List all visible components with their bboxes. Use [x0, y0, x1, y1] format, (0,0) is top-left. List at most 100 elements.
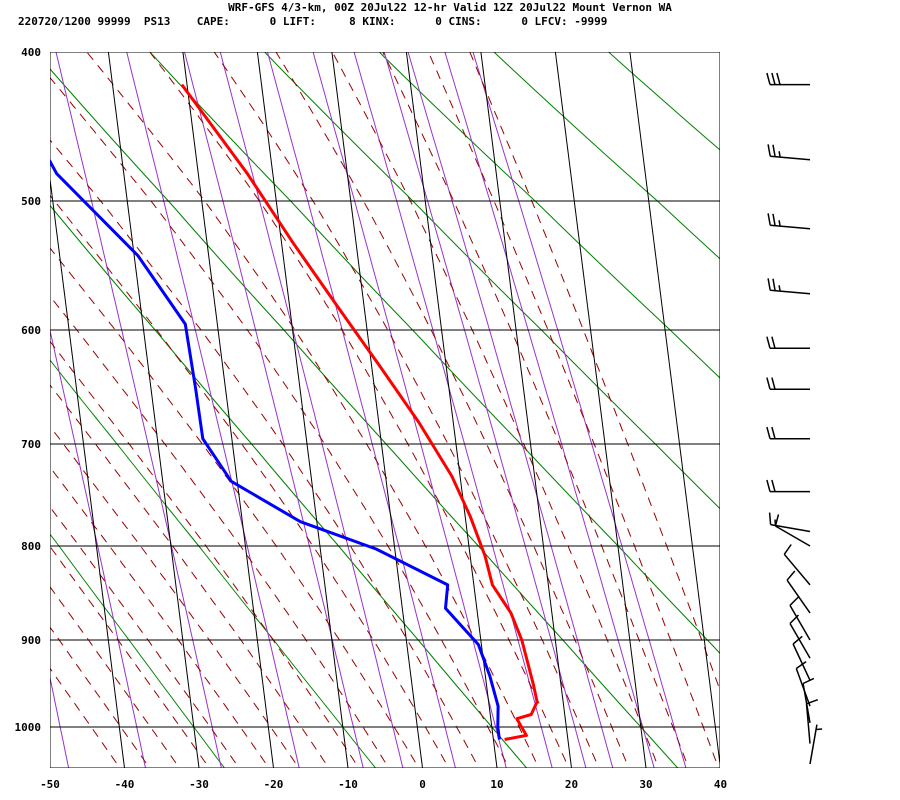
moist-adiabat — [50, 384, 330, 768]
barb-staff — [789, 605, 811, 641]
background-lines — [50, 42, 900, 778]
barb-feather — [786, 570, 796, 581]
x-tick-label: -20 — [264, 778, 284, 791]
temperature-line — [180, 83, 539, 741]
barb-feather — [767, 278, 771, 291]
isotherm — [331, 52, 423, 768]
isotherm — [405, 52, 498, 768]
dry-adiabat — [50, 68, 679, 768]
wind-barb — [809, 724, 823, 765]
wind-barb — [774, 514, 811, 547]
moist-adiabat — [427, 52, 720, 768]
x-axis-ticks: -50 -40 -30 -20 -10 0 10 20 30 40 — [40, 778, 727, 791]
barb-half-feather — [778, 151, 781, 158]
barb-feather — [771, 479, 776, 492]
barb-feather — [772, 144, 776, 157]
barb-feather — [771, 426, 776, 439]
mixing-ratio-line — [383, 52, 587, 768]
moist-adiabat — [213, 52, 600, 768]
x-tick-label: 0 — [419, 778, 426, 791]
moist-adiabat — [50, 247, 420, 768]
dry-adiabat — [712, 42, 900, 778]
mixing-ratio-line — [183, 52, 364, 768]
mixing-ratio-line — [353, 52, 553, 768]
isotherm — [629, 52, 720, 768]
barb-staff — [792, 643, 811, 681]
barb-half-feather — [778, 220, 781, 227]
barb-feather — [766, 336, 771, 349]
y-tick-label: 400 — [21, 46, 41, 59]
barb-feather — [766, 377, 771, 390]
barb-staff — [775, 525, 811, 547]
barb-feather — [776, 72, 781, 85]
mixing-ratio-line — [126, 52, 300, 768]
mixing-ratio-line — [55, 52, 222, 768]
moist-adiabat — [50, 667, 121, 768]
dry-adiabat — [493, 52, 720, 260]
dry-adiabat — [149, 52, 720, 655]
barb-feather — [774, 514, 780, 527]
barb-feather — [771, 336, 776, 349]
dry-adiabat — [50, 533, 226, 768]
wind-barb — [792, 635, 811, 681]
y-tick-label: 500 — [21, 195, 41, 208]
wind-barb — [767, 213, 811, 230]
wind-barb — [768, 512, 811, 533]
barb-staff — [770, 224, 811, 230]
isotherm — [107, 52, 200, 768]
moist-adiabat — [149, 52, 570, 768]
x-tick-label: 10 — [490, 778, 503, 791]
mixing-ratio-line — [444, 52, 655, 768]
moist-adiabat — [50, 76, 510, 768]
mixing-ratio-line — [312, 52, 507, 768]
stats-line: 220720/1200 99999 PS13 CAPE: 0 LIFT: 8 K… — [18, 15, 608, 28]
dry-adiabat — [826, 42, 900, 778]
barb-feather — [767, 144, 771, 157]
x-tick-label: 40 — [714, 778, 727, 791]
moist-adiabat — [50, 506, 240, 768]
barb-feather — [771, 72, 776, 85]
moist-adiabat — [382, 52, 690, 768]
wind-barb — [805, 698, 819, 744]
mixing-ratio-line — [219, 52, 404, 768]
grid-lines — [50, 52, 720, 768]
moist-adiabat — [50, 585, 181, 768]
wind-barb — [786, 570, 811, 614]
moist-adiabat — [469, 52, 720, 692]
barb-feather — [771, 377, 776, 390]
barb-staff — [789, 623, 811, 659]
x-tick-label: -50 — [40, 778, 60, 791]
profile-lines — [50, 83, 539, 741]
isotherm — [50, 764, 51, 768]
isotherm — [554, 52, 647, 768]
dry-adiabat — [378, 52, 720, 379]
isotherm — [256, 52, 349, 768]
mixing-ratio-line — [50, 328, 147, 768]
barb-staff — [770, 289, 811, 295]
wind-barb — [783, 544, 811, 586]
moist-adiabat — [50, 425, 300, 768]
barb-staff — [786, 579, 811, 614]
moist-adiabat — [50, 545, 210, 768]
x-tick-label: 20 — [565, 778, 578, 791]
y-tick-label: 1000 — [15, 721, 42, 734]
barb-feather — [783, 544, 792, 555]
barb-feather — [789, 614, 800, 625]
barb-feather — [766, 72, 771, 85]
isotherm — [50, 175, 125, 768]
isotherm — [182, 52, 274, 768]
wind-barb — [789, 596, 811, 641]
wind-barb — [766, 72, 810, 86]
barb-feather — [767, 213, 771, 226]
barb-feather — [766, 426, 771, 439]
wind-barb — [767, 278, 811, 295]
moist-adiabat — [50, 466, 270, 768]
barb-feather — [802, 677, 815, 685]
moist-adiabat — [50, 626, 151, 768]
barb-staff — [770, 523, 811, 533]
wind-barb — [766, 479, 810, 493]
wind-barb — [767, 144, 811, 161]
moist-adiabat — [50, 295, 390, 768]
dry-adiabat — [50, 204, 528, 768]
